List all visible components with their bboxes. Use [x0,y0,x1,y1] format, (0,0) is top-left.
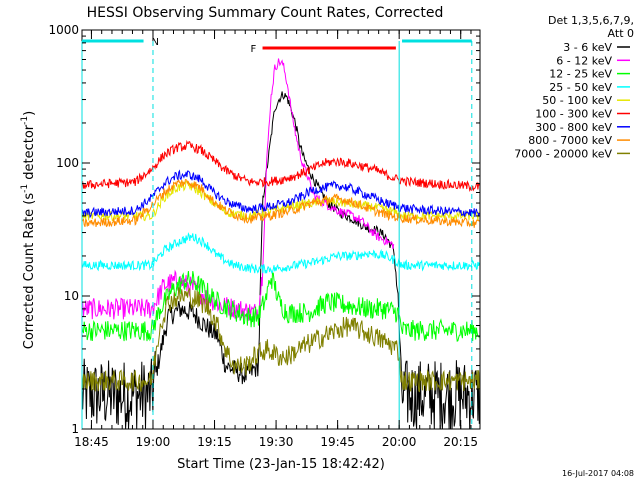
x-tick-label: 19:30 [259,435,294,449]
flare-label: F [251,44,257,55]
generation-timestamp: 16-Jul-2017 04:08 [562,469,634,478]
y-axis-label-part2: detector [22,124,37,184]
y-tick-label: 10 [64,289,79,303]
y-tick-label: 1000 [48,23,79,37]
y-axis-label-sup1: -1 [20,184,30,193]
legend-label: 7000 - 20000 keV [514,147,612,160]
legend-header-line1: Det 1,3,5,6,7,9, [548,14,634,27]
y-axis-label: Corrected Count Rate (s-1 detector-1) [20,111,37,349]
series-line-6 [81,169,480,219]
series-line-3 [81,232,480,274]
series-line-5 [81,139,480,193]
x-axis-label: Start Time (23-Jan-15 18:42:42) [177,457,385,472]
x-tick-label: 20:15 [443,435,478,449]
legend-label: 3 - 6 keV [563,41,612,54]
x-tick-label: 18:45 [74,435,109,449]
series-line-0 [81,91,480,430]
series-line-7 [81,179,480,228]
plot-area: N F 1 10 100 1000 18:45 19:00 19:15 19:30 19:45 2… [48,23,481,449]
x-tick-label: 19:45 [320,435,355,449]
legend-label: 6 - 12 keV [556,54,612,67]
series-line-2 [81,270,480,342]
x-tick-label: 19:00 [136,435,171,449]
y-axis-label-part3: ) [22,111,37,116]
chart-title: HESSI Observing Summary Count Rates, Cor… [87,5,444,21]
legend-label: 50 - 100 keV [542,94,612,107]
legend-label: 25 - 50 keV [549,81,612,94]
x-tick-label: 19:15 [197,435,232,449]
series-line-1 [81,58,395,321]
legend-header-line2: Att 0 [608,27,634,40]
legend-label: 12 - 25 keV [549,68,612,81]
y-tick-label: 1 [71,422,79,436]
legend-label: 300 - 800 keV [535,121,612,134]
series-line-8 [81,287,480,393]
y-axis-label-part1: Corrected Count Rate (s [22,193,37,350]
legend-label: 100 - 300 keV [535,108,612,121]
legend-label: 800 - 7000 keV [528,134,612,147]
y-axis-label-sup2: -1 [20,116,30,125]
y-tick-label: 100 [56,156,79,170]
night-label: N [152,37,159,48]
x-tick-label: 20:00 [382,435,417,449]
